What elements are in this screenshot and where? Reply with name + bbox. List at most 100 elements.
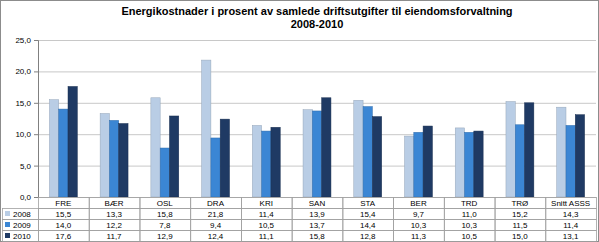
table-cell <box>3 220 39 231</box>
bar <box>372 117 381 197</box>
y-tick-mark <box>34 40 38 41</box>
table-cell <box>444 220 495 231</box>
table-cell <box>292 209 343 220</box>
table-cell <box>343 209 394 220</box>
bar <box>271 127 280 197</box>
x-tick-label: OSL <box>157 199 174 208</box>
grid-line <box>38 71 596 72</box>
table-cell <box>546 209 597 220</box>
bar <box>220 119 229 197</box>
table-cell <box>292 231 343 242</box>
table-value: 10,3 <box>411 221 427 230</box>
x-tick-label: BÆR <box>105 199 124 208</box>
table-cell <box>191 231 242 242</box>
bar <box>109 120 118 197</box>
x-tick-label: STA <box>360 199 376 208</box>
table-value: 15,8 <box>157 210 173 219</box>
table-value: 9,7 <box>413 210 425 219</box>
y-axis: 0,05,010,015,020,025,0 <box>15 36 38 202</box>
table-cell <box>241 209 292 220</box>
table-cell <box>495 209 546 220</box>
table-cell <box>292 220 343 231</box>
x-tick-label: TRØ <box>511 199 528 208</box>
table-value: 12,8 <box>360 232 376 241</box>
table-cell <box>89 231 140 242</box>
legend-label: 2010 <box>13 232 31 241</box>
x-tick-label: TRD <box>461 199 478 208</box>
bar <box>414 132 423 197</box>
table-cell <box>394 209 445 220</box>
table-cell <box>39 231 90 242</box>
table-value: 11,4 <box>563 221 579 230</box>
x-tick-label: DRA <box>207 199 225 208</box>
table-value: 9,4 <box>210 221 222 230</box>
table-cell <box>495 198 546 209</box>
table-cell <box>140 231 191 242</box>
bar <box>566 125 575 197</box>
table-cell <box>140 220 191 231</box>
table-cell <box>394 198 445 209</box>
bar <box>465 132 474 197</box>
table-value: 21,8 <box>208 210 224 219</box>
table-value: 14,0 <box>56 221 72 230</box>
table-value: 11,5 <box>512 221 528 230</box>
x-tick-label: FRE <box>55 199 71 208</box>
legend-swatch <box>5 211 10 216</box>
chart: Energikostnader i prosent av samlede dri… <box>0 0 599 242</box>
y-tick-label: 5,0 <box>20 162 32 171</box>
y-tick-mark <box>34 166 38 167</box>
bar <box>100 113 109 197</box>
y-tick: 20,0 <box>15 67 38 76</box>
table-cell <box>444 209 495 220</box>
bar <box>202 60 211 197</box>
bar <box>68 86 77 197</box>
bar <box>575 115 584 197</box>
table-cell <box>191 209 242 220</box>
bar <box>49 100 58 197</box>
table-value: 15,5 <box>56 210 72 219</box>
title: Energikostnader i prosent av samlede dri… <box>121 5 512 30</box>
table-cell <box>546 231 597 242</box>
table-cell <box>495 231 546 242</box>
table-cell <box>394 220 445 231</box>
table-cell <box>343 198 394 209</box>
bar <box>312 111 321 197</box>
table-cell <box>495 220 546 231</box>
table-cell <box>89 198 140 209</box>
y-tick: 25,0 <box>15 36 38 45</box>
y-tick-mark <box>34 134 38 135</box>
table-value: 12,2 <box>106 221 122 230</box>
table-cell <box>39 198 90 209</box>
bar <box>354 100 363 197</box>
table-cell <box>394 231 445 242</box>
table-value: 10,3 <box>461 221 477 230</box>
bar <box>262 131 271 197</box>
table-value: 13,9 <box>309 210 325 219</box>
bar <box>252 125 261 197</box>
chart-frame <box>1 1 599 242</box>
bar <box>515 125 524 197</box>
table-value: 15,8 <box>309 232 325 241</box>
table-cell <box>343 220 394 231</box>
table-cell <box>3 231 39 242</box>
y-tick-label: 20,0 <box>15 67 31 76</box>
y-tick-mark <box>34 103 38 104</box>
table-value: 14,4 <box>360 221 376 230</box>
table-cell <box>3 209 39 220</box>
table-value: 12,4 <box>208 232 224 241</box>
bar <box>405 136 414 197</box>
bar <box>303 110 312 197</box>
table-cell <box>444 231 495 242</box>
table-value: 10,5 <box>461 232 477 241</box>
x-tick-label: BER <box>410 199 427 208</box>
table-value: 11,1 <box>259 232 275 241</box>
table-value: 13,7 <box>309 221 325 230</box>
y-tick-label: 10,0 <box>15 130 31 139</box>
table-value: 10,5 <box>258 221 274 230</box>
bar <box>525 103 534 197</box>
y-tick-label: 25,0 <box>15 36 31 45</box>
legend-swatch <box>5 233 10 238</box>
bar <box>506 102 515 197</box>
bar <box>59 109 68 197</box>
table-value: 11,7 <box>107 232 123 241</box>
